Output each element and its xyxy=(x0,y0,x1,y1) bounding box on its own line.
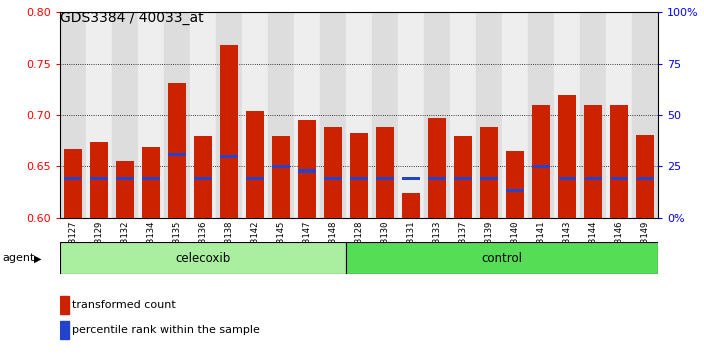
Bar xyxy=(60,12,86,218)
Bar xyxy=(351,177,367,180)
Bar xyxy=(580,12,606,218)
Bar xyxy=(142,177,160,180)
Bar xyxy=(115,161,134,218)
Text: celecoxib: celecoxib xyxy=(175,252,231,265)
Bar xyxy=(480,177,498,180)
Bar xyxy=(60,321,69,339)
Bar xyxy=(190,12,216,218)
Bar xyxy=(632,12,658,218)
Bar xyxy=(454,136,472,218)
Bar xyxy=(610,177,628,180)
Bar xyxy=(476,12,502,218)
Bar xyxy=(324,127,342,218)
Bar xyxy=(164,12,190,218)
Text: transformed count: transformed count xyxy=(72,300,175,310)
Bar xyxy=(168,153,186,156)
Bar xyxy=(558,177,576,180)
Bar xyxy=(242,12,268,218)
Bar xyxy=(636,135,654,218)
Bar xyxy=(90,177,108,180)
Bar xyxy=(346,242,658,274)
Bar xyxy=(377,177,394,180)
Bar xyxy=(403,177,420,180)
Bar xyxy=(532,105,551,218)
Bar xyxy=(272,165,289,169)
Bar xyxy=(610,105,628,218)
Bar xyxy=(528,12,554,218)
Bar xyxy=(216,12,242,218)
Text: ▶: ▶ xyxy=(34,253,42,263)
Bar xyxy=(194,136,212,218)
Bar xyxy=(480,127,498,218)
Bar xyxy=(450,12,476,218)
Text: GDS3384 / 40033_at: GDS3384 / 40033_at xyxy=(60,11,203,25)
Bar xyxy=(429,177,446,180)
Bar xyxy=(506,189,524,192)
Bar xyxy=(424,12,450,218)
Bar xyxy=(246,111,264,218)
Bar xyxy=(60,242,346,274)
Bar xyxy=(502,12,528,218)
Bar xyxy=(398,12,424,218)
Bar xyxy=(428,118,446,218)
Bar xyxy=(554,12,580,218)
Bar xyxy=(320,12,346,218)
Bar xyxy=(298,170,315,172)
Text: percentile rank within the sample: percentile rank within the sample xyxy=(72,325,260,335)
Bar xyxy=(402,193,420,218)
Text: control: control xyxy=(482,252,522,265)
Bar xyxy=(64,177,82,180)
Bar xyxy=(272,136,290,218)
Bar xyxy=(90,142,108,218)
Bar xyxy=(168,83,186,218)
Bar xyxy=(298,120,316,218)
Bar xyxy=(112,12,138,218)
Bar xyxy=(584,105,603,218)
Bar xyxy=(138,12,164,218)
Bar xyxy=(294,12,320,218)
Bar xyxy=(220,45,238,218)
Bar xyxy=(376,127,394,218)
Bar xyxy=(372,12,398,218)
Bar xyxy=(350,132,368,218)
Bar xyxy=(346,12,372,218)
Bar xyxy=(60,296,69,314)
Text: agent: agent xyxy=(2,253,34,263)
Bar xyxy=(506,151,524,218)
Bar xyxy=(636,177,654,180)
Bar xyxy=(532,165,550,169)
Bar xyxy=(246,177,263,180)
Bar xyxy=(558,95,577,218)
Bar xyxy=(86,12,112,218)
Bar xyxy=(325,177,341,180)
Bar xyxy=(268,12,294,218)
Bar xyxy=(116,177,134,180)
Bar xyxy=(584,177,602,180)
Bar xyxy=(455,177,472,180)
Bar xyxy=(142,147,160,218)
Bar xyxy=(64,149,82,218)
Bar xyxy=(220,155,238,158)
Bar xyxy=(194,177,212,180)
Bar xyxy=(606,12,632,218)
